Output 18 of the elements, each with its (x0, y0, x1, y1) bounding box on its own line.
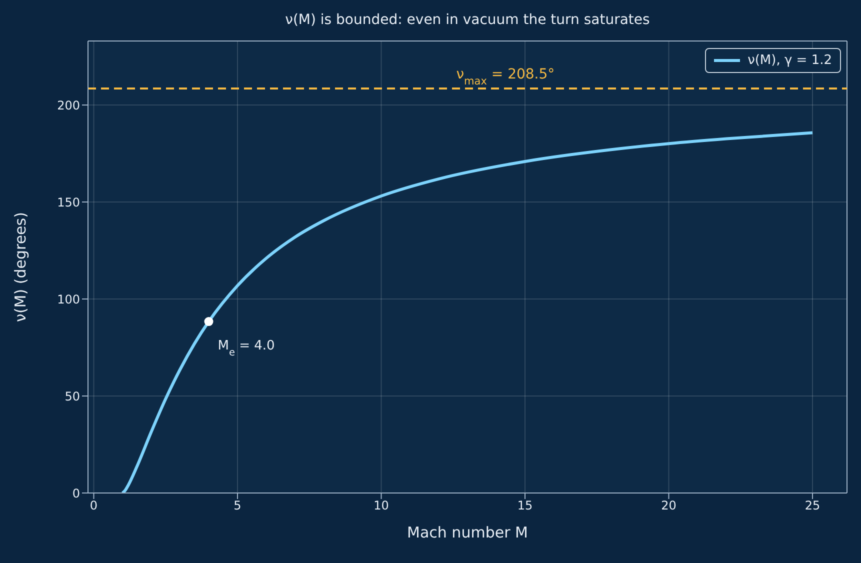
y-tick-label: 50 (64, 389, 80, 404)
x-tick-label: 10 (374, 498, 389, 513)
line-series (121, 131, 814, 493)
chart-title: ν(M) is bounded: even in vacuum the turn saturates (284, 12, 651, 28)
annotation: M$_{e}$ = 4.0 (218, 338, 275, 358)
x-tick-label: 5 (234, 498, 242, 513)
y-tick-label: 150 (57, 195, 80, 210)
x-tick-label: 20 (661, 498, 676, 513)
y-tick-label: 200 (57, 98, 80, 112)
y-axis-title: ν(M) (degrees) (11, 212, 30, 322)
legend-label: ν(M), γ = 1.2 (748, 53, 832, 68)
x-tick-label: 15 (517, 498, 533, 513)
x-tick-label: 0 (90, 498, 98, 513)
x-tick-label: 25 (804, 498, 820, 513)
y-tick-label: 0 (72, 486, 80, 500)
x-axis-title: Mach number M (407, 524, 528, 542)
ref-line-label: ν$_{max}$ = 208.5° (456, 66, 555, 88)
y-tick-label: 100 (57, 292, 80, 306)
